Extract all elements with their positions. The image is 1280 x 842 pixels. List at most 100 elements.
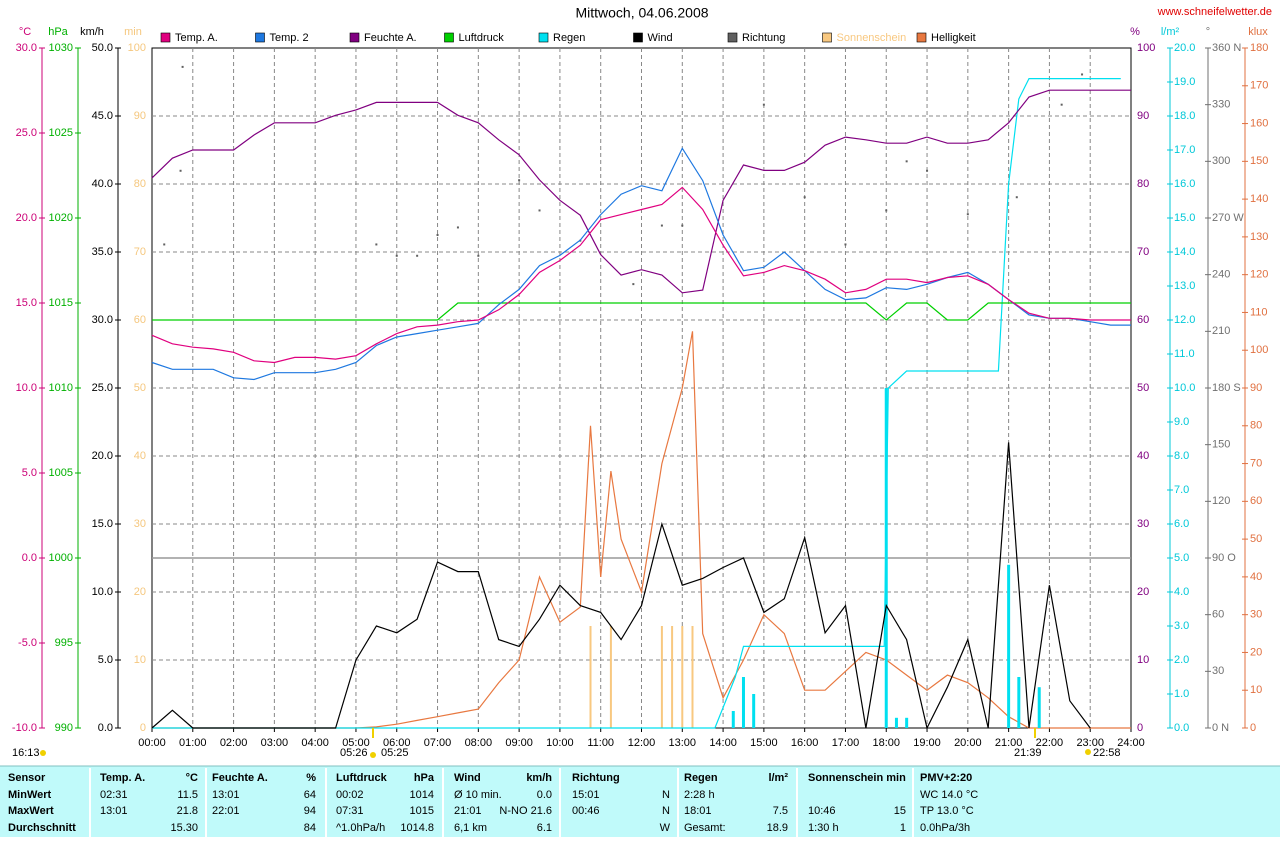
y-tick-label: 14.0 [1174, 246, 1195, 258]
x-tick-label: 12:00 [628, 737, 656, 749]
table-cell: Regen [684, 772, 718, 784]
series-line [151, 147, 1131, 381]
direction-dot [885, 209, 888, 212]
summary-background [0, 766, 1280, 837]
y-tick-label: 90 O [1212, 552, 1236, 564]
table-cell: hPa [414, 772, 435, 784]
table-cell: 10:46 [808, 805, 836, 817]
x-tick-label: 07:00 [424, 737, 452, 749]
legend-swatch [916, 32, 927, 43]
y-tick-label: 1000 [49, 552, 73, 564]
sunshine-bar [691, 626, 694, 728]
y-tick-label: 16.0 [1174, 178, 1195, 190]
x-tick-label: 22:00 [1036, 737, 1064, 749]
y-tick-label: 20.0 [1174, 42, 1195, 54]
table-cell: PMV+2:20 [920, 772, 972, 784]
y-tick-label: 5.0 [98, 654, 113, 666]
y-tick-label: 50 [1137, 382, 1149, 394]
y-tick-label: 80 [134, 178, 146, 190]
table-cell: 7.5 [773, 805, 788, 817]
axis-unit-label: l/m² [1161, 26, 1180, 38]
y-tick-label: 0.0 [1174, 722, 1189, 734]
table-cell: 22:01 [212, 805, 240, 817]
y-tick-label: 4.0 [1174, 586, 1189, 598]
y-tick-label: 100 [1250, 344, 1268, 356]
y-tick-label: 40 [134, 450, 146, 462]
y-tick-label: 20.0 [16, 212, 37, 224]
x-tick-label: 15:00 [750, 737, 778, 749]
y-tick-label: 60 [1250, 495, 1262, 507]
x-tick-label: 17:00 [832, 737, 860, 749]
rain-bar [741, 677, 745, 728]
y-tick-label: 0 [140, 722, 146, 734]
direction-dot [395, 254, 398, 257]
annotation: 21:39 [1014, 747, 1042, 759]
y-tick-label: 13.0 [1174, 280, 1195, 292]
y-tick-label: 10 [1137, 654, 1149, 666]
table-cell: Luftdruck [336, 772, 388, 784]
x-tick-label: 01:00 [179, 737, 207, 749]
direction-dot [966, 213, 969, 216]
x-tick-label: 03:00 [261, 737, 289, 749]
x-tick-label: 24:00 [1117, 737, 1145, 749]
y-tick-label: 140 [1250, 193, 1268, 205]
legend-swatch [727, 32, 738, 43]
legend-label: Sonnenschein [837, 32, 907, 44]
y-tick-label: 990 [55, 722, 73, 734]
table-cell: Wind [454, 772, 481, 784]
sun-icon [40, 750, 46, 756]
series-line [151, 442, 1091, 730]
legend-label: Luftdruck [459, 32, 505, 44]
table-cell: 1015 [410, 805, 434, 817]
y-tick-label: 120 [1212, 495, 1230, 507]
table-cell: Gesamt: [684, 822, 726, 834]
table-cell: Sonnenschein min [808, 772, 906, 784]
direction-dot [179, 169, 182, 172]
y-tick-label: 80 [1250, 420, 1262, 432]
y-tick-label: 100 [1137, 42, 1155, 54]
legend-label: Richtung [742, 32, 785, 44]
y-tick-label: 995 [55, 637, 73, 649]
table-cell: 15:01 [572, 789, 600, 801]
y-tick-label: 170 [1250, 80, 1268, 92]
axis-unit-label: °C [19, 26, 31, 38]
rain-bar [731, 711, 735, 728]
y-tick-label: 1015 [49, 297, 73, 309]
legend-label: Regen [553, 32, 585, 44]
y-tick-label: 30 [1250, 609, 1262, 621]
axis-unit-label: min [124, 26, 142, 38]
y-tick-label: 2.0 [1174, 654, 1189, 666]
table-cell: 1:30 h [808, 822, 839, 834]
table-cell: Ø 10 min. [454, 789, 502, 801]
y-tick-label: 70 [1137, 246, 1149, 258]
x-tick-label: 06:00 [383, 737, 411, 749]
table-cell: Temp. A. [100, 772, 145, 784]
direction-dot [632, 283, 635, 286]
y-tick-label: 1020 [49, 212, 73, 224]
table-cell: 1 [900, 822, 906, 834]
direction-dot [163, 243, 166, 246]
rain-bar [1037, 687, 1041, 728]
y-tick-label: 120 [1250, 269, 1268, 281]
table-cell: 18:01 [684, 805, 712, 817]
table-cell: TP 13.0 °C [920, 805, 974, 817]
table-cell: N [662, 805, 670, 817]
rain-bar [894, 717, 898, 728]
series-line [151, 186, 1131, 364]
table-cell: 11.5 [177, 789, 198, 801]
legend-swatch [255, 32, 265, 43]
direction-dot [1060, 103, 1063, 106]
table-cell: MinWert [8, 789, 52, 801]
table-cell: 0.0 [537, 789, 552, 801]
y-tick-label: 11.0 [1174, 348, 1195, 360]
table-cell: 07:31 [336, 805, 364, 817]
legend-label: Helligkeit [931, 32, 976, 44]
y-tick-label: 30 [1137, 518, 1149, 530]
x-tick-label: 21:00 [995, 737, 1023, 749]
table-cell: 64 [304, 789, 316, 801]
y-tick-label: 7.0 [1174, 484, 1189, 496]
y-tick-label: 35.0 [92, 246, 113, 258]
y-tick-label: 20 [1250, 646, 1262, 658]
y-tick-label: 90 [134, 110, 146, 122]
